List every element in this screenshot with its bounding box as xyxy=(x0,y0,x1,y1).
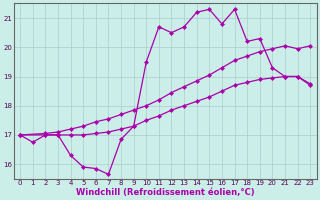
X-axis label: Windchill (Refroidissement éolien,°C): Windchill (Refroidissement éolien,°C) xyxy=(76,188,254,197)
